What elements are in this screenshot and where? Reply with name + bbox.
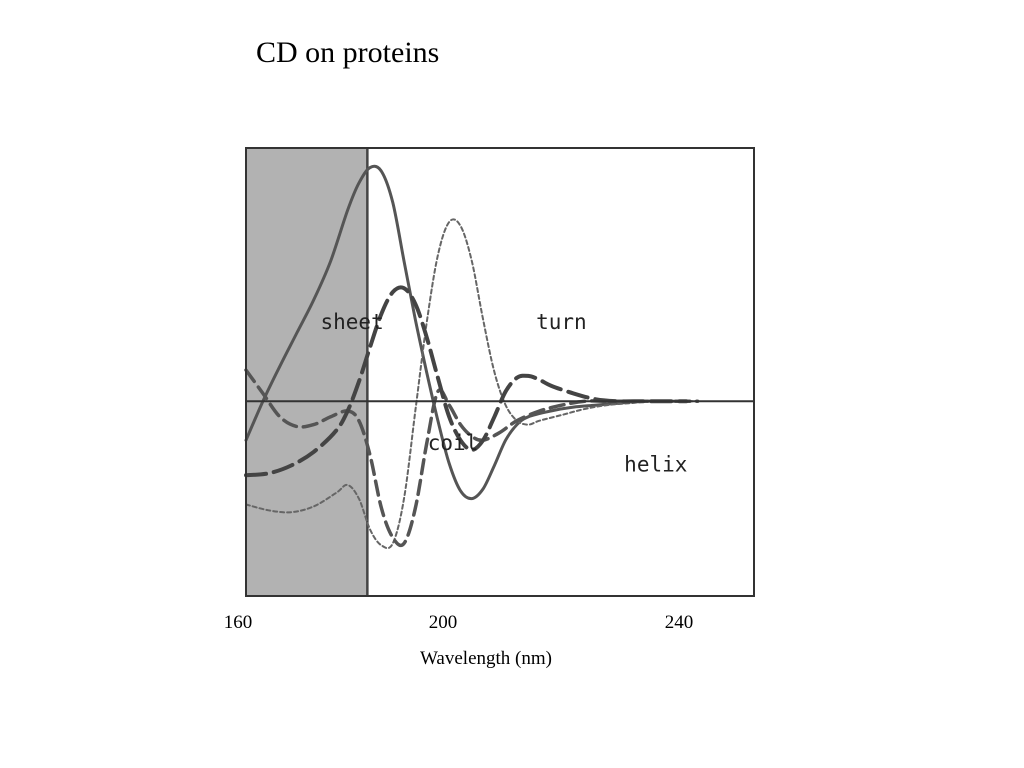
annotation-layer: sheet turn coil helix — [321, 310, 688, 476]
frame-layer — [245, 147, 755, 597]
x-tick-label: 160 — [224, 612, 253, 633]
series-line-turn — [245, 218, 699, 550]
series-line-sheet — [244, 164, 688, 501]
x-tick-label: 240 — [665, 612, 694, 633]
series-label-helix: helix — [624, 452, 687, 476]
series-line-helix — [244, 285, 689, 478]
series-label-coil: coil — [428, 431, 479, 455]
tick-label-layer: 160 200 240 — [224, 612, 694, 633]
shaded-region — [246, 148, 368, 596]
x-tick-label: 200 — [429, 612, 458, 633]
slide-title: CD on proteins — [256, 36, 440, 69]
plot-frame — [245, 147, 755, 597]
series-label-turn: turn — [536, 310, 587, 334]
x-axis-title: Wavelength (nm) — [420, 648, 552, 669]
series-label-sheet: sheet — [321, 310, 384, 334]
shaded-region-layer — [246, 148, 369, 596]
